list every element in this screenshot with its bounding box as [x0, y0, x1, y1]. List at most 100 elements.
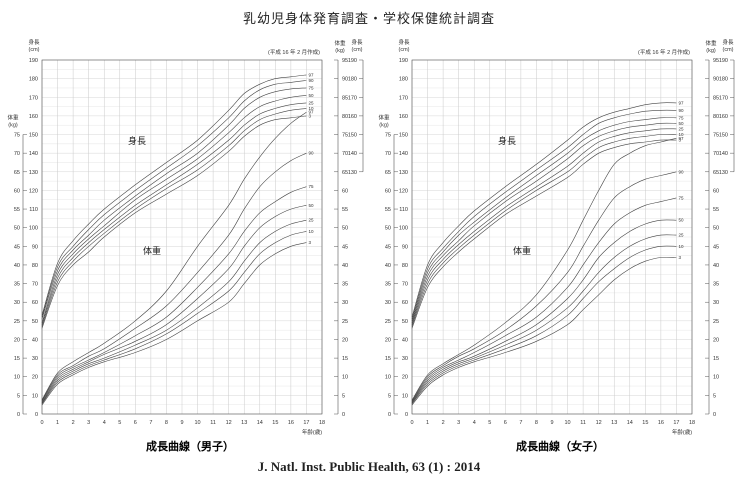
height-curve-p75: [411, 117, 677, 321]
height-tick-left: 90: [32, 244, 38, 250]
weight-percentile-label: 50: [308, 203, 314, 208]
weight-curve-p3: [411, 256, 677, 406]
weight-tick-left: 10: [14, 375, 20, 381]
weight-tick-right: 80: [713, 114, 719, 120]
weight-axis-unit-left: (kg): [379, 123, 389, 129]
x-tick-label: 0: [40, 420, 43, 426]
x-tick-label: 12: [226, 420, 232, 426]
height-tick-left: 20: [402, 375, 408, 381]
weight-tick-right: 90: [713, 77, 719, 83]
x-tick-label: 0: [410, 420, 413, 426]
weight-tick-left: 40: [14, 263, 20, 269]
height-tick-left: 0: [35, 412, 38, 418]
weight-curves-label: 体重: [143, 245, 161, 256]
x-tick-label: 4: [103, 420, 106, 426]
weight-axis-title-left: 体重: [7, 114, 19, 122]
weight-tick-right: 50: [713, 226, 719, 232]
weight-tick-left: 45: [385, 244, 391, 250]
x-axis-label: 年齢(歳): [302, 428, 322, 436]
weight-tick-left: 25: [14, 319, 20, 325]
height-percentile-label: 75: [678, 115, 684, 120]
x-tick-label: 8: [165, 420, 168, 426]
height-curve-p25: [411, 128, 677, 325]
height-tick-left: 140: [399, 151, 408, 157]
weight-tick-left: 45: [14, 244, 20, 250]
x-tick-label: 3: [457, 420, 460, 426]
chart-note: (平成 16 年 2 月作成): [638, 48, 690, 56]
weight-curves-label: 体重: [513, 245, 531, 256]
citation-footer: J. Natl. Inst. Public Health, 63 (1) : 2…: [257, 459, 481, 474]
weight-tick-right: 15: [342, 356, 348, 362]
chart-note: (平成 16 年 2 月作成): [268, 48, 320, 56]
weight-tick-left: 70: [14, 151, 20, 157]
weight-curve-p90: [411, 171, 677, 402]
height-percentile-label: 25: [308, 100, 314, 105]
height-tick-right: 180: [719, 77, 728, 83]
height-tick-right: 180: [348, 77, 357, 83]
height-tick-left: 160: [29, 114, 38, 120]
weight-tick-right: 25: [342, 319, 348, 325]
x-tick-label: 1: [426, 420, 429, 426]
weight-percentile-label: 75: [678, 195, 684, 200]
weight-percentile-label: 3: [678, 255, 681, 260]
weight-tick-right: 65: [713, 170, 719, 176]
plot-frame: [411, 59, 693, 415]
height-tick-left: 190: [399, 58, 408, 64]
weight-tick-right: 90: [342, 77, 348, 83]
height-tick-left: 20: [32, 375, 38, 381]
weight-percentile-label: 75: [308, 184, 314, 189]
weight-tick-right: 45: [713, 244, 719, 250]
weight-percentile-label: 10: [678, 244, 684, 249]
weight-tick-left: 30: [385, 300, 391, 306]
weight-tick-left: 50: [14, 226, 20, 232]
weight-percentile-label: 3: [308, 240, 311, 245]
x-tick-label: 14: [257, 420, 263, 426]
height-tick-left: 60: [402, 300, 408, 306]
weight-tick-right: 60: [713, 188, 719, 194]
weight-tick-right: 20: [713, 337, 719, 343]
weight-tick-right: 20: [342, 337, 348, 343]
x-tick-label: 13: [611, 420, 617, 426]
weight-percentile-label: 90: [678, 169, 684, 174]
weight-tick-left: 75: [385, 133, 391, 139]
weight-tick-left: 25: [385, 319, 391, 325]
x-tick-label: 15: [642, 420, 648, 426]
x-tick-label: 13: [241, 420, 247, 426]
height-percentile-label: 50: [678, 121, 684, 126]
height-tick-left: 10: [32, 393, 38, 399]
height-curve-p75: [41, 87, 307, 320]
x-tick-label: 14: [627, 420, 633, 426]
weight-axis-title-right: 体重: [334, 39, 346, 47]
weight-tick-right: 85: [713, 95, 719, 101]
weight-tick-right: 70: [713, 151, 719, 157]
weight-axis-unit-right: (kg): [706, 48, 716, 54]
height-percentile-label: 10: [308, 106, 314, 111]
weight-tick-left: 55: [385, 207, 391, 213]
height-curve-p97: [41, 74, 307, 316]
weight-tick-left: 5: [388, 393, 391, 399]
height-percentile-label: 3: [678, 138, 681, 143]
height-curve-p3: [411, 139, 677, 329]
height-tick-left: 120: [29, 188, 38, 194]
weight-curve-p50: [41, 205, 307, 403]
weight-axis-unit-right: (kg): [335, 48, 345, 54]
height-tick-left: 80: [402, 263, 408, 269]
height-percentile-label: 97: [678, 100, 684, 105]
weight-tick-right: 75: [713, 133, 719, 139]
weight-tick-right: 30: [342, 300, 348, 306]
height-curve-p10: [41, 108, 307, 327]
weight-tick-left: 20: [385, 337, 391, 343]
x-tick-label: 2: [442, 420, 445, 426]
height-tick-right: 150: [348, 133, 357, 139]
x-tick-label: 5: [488, 420, 491, 426]
height-axis-unit-right: (cm): [723, 47, 734, 53]
height-tick-right: 130: [348, 170, 357, 176]
weight-tick-right: 10: [713, 375, 719, 381]
height-axis-unit-right: (cm): [352, 47, 363, 53]
x-tick-label: 16: [658, 420, 664, 426]
height-axis-title-left: 身長: [398, 38, 410, 46]
x-tick-label: 17: [303, 420, 309, 426]
height-curves-label: 身長: [498, 135, 516, 146]
height-tick-right: 130: [719, 170, 728, 176]
height-percentile-label: 75: [308, 85, 314, 90]
